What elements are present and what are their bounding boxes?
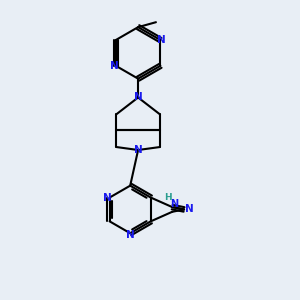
Text: N: N <box>184 204 194 214</box>
Text: N: N <box>126 230 135 240</box>
Text: H: H <box>164 193 172 202</box>
Text: N: N <box>134 92 142 103</box>
Text: N: N <box>103 193 112 202</box>
Text: N: N <box>170 199 178 209</box>
Text: N: N <box>134 145 142 155</box>
Text: N: N <box>110 61 119 71</box>
Text: N: N <box>157 35 166 45</box>
